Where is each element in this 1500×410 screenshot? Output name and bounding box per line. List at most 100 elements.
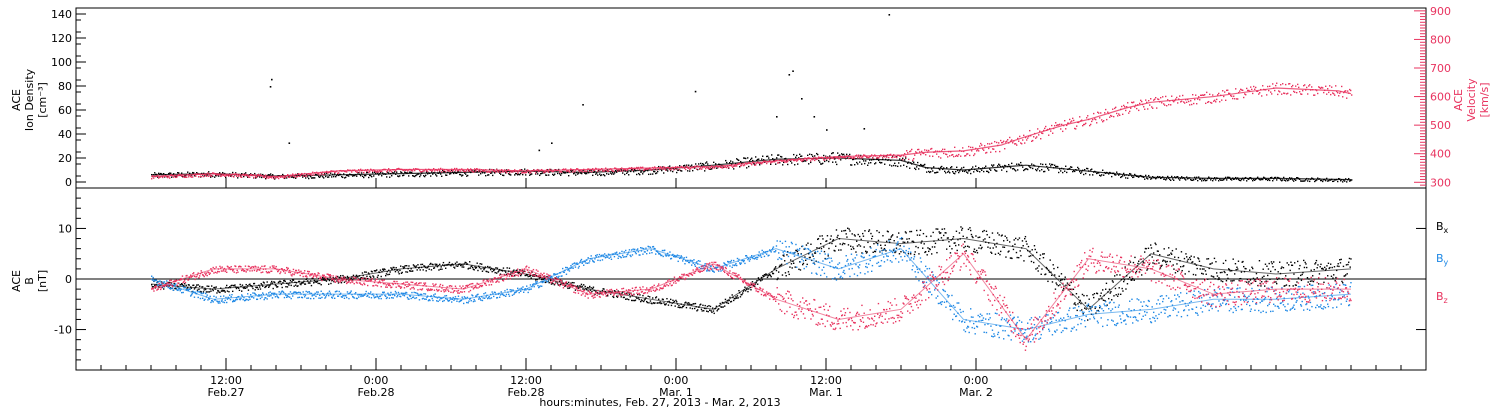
top-series-1-point — [884, 156, 886, 158]
bottom-series-0-point — [442, 264, 444, 266]
top-series-0-point — [1296, 177, 1298, 179]
top-series-0-point — [171, 176, 173, 178]
bottom-series-0-point — [1157, 250, 1159, 252]
top-series-1-point — [768, 161, 770, 163]
bottom-series-0-point — [500, 269, 502, 272]
bottom-series-0-point — [784, 272, 787, 274]
top-series-0-point — [887, 159, 889, 161]
top-series-0-point — [419, 175, 421, 178]
bottom-series-0-point — [1179, 260, 1181, 262]
top-series-0-point — [1189, 177, 1191, 179]
top-series-1-point — [199, 173, 201, 175]
top-series-1-point — [902, 158, 904, 161]
bottom-series-1-point — [296, 292, 298, 294]
bottom-series-0-point — [1298, 268, 1300, 270]
top-series-1-point — [834, 156, 836, 158]
bottom-series-0-point — [1308, 278, 1310, 280]
top-series-0-point — [868, 162, 870, 164]
bottom-series-0-point — [202, 286, 204, 288]
top-series-0-point — [520, 172, 522, 175]
top-series-0-point — [823, 154, 825, 157]
bottom-series-0-point — [651, 302, 653, 305]
bottom-series-1-point — [646, 253, 648, 255]
bottom-series-1-point — [224, 299, 226, 302]
top-series-1-point — [713, 166, 715, 168]
bottom-series-0-point — [748, 288, 750, 290]
bottom-series-1-point — [262, 292, 264, 294]
bottom-series-0-point — [898, 253, 901, 255]
bottom-series-0-point — [1238, 279, 1240, 282]
bottom-series-1-point — [177, 289, 179, 292]
top-series-0-point — [939, 168, 941, 171]
top-series-0-point — [601, 174, 603, 176]
bottom-series-0-point — [1028, 255, 1030, 258]
top-series-0-point — [937, 171, 939, 173]
bottom-series-0-point — [599, 291, 601, 293]
bottom-series-0-point — [1228, 269, 1231, 271]
bottom-series-0-point — [496, 272, 498, 274]
bottom-series-0-point — [1123, 280, 1125, 283]
top-series-0-point — [1279, 177, 1281, 180]
top-series-1-point — [385, 168, 387, 171]
top-series-1-point — [1055, 122, 1057, 124]
top-series-0-point — [863, 160, 865, 162]
bottom-series-1-point — [270, 294, 272, 297]
top-series-1-point — [383, 168, 385, 171]
top-density-spike-point — [582, 104, 584, 106]
bottom-series-0-point — [1135, 272, 1137, 274]
bottom-series-0-point — [785, 275, 787, 277]
bottom-series-0-point — [1278, 277, 1280, 279]
top-series-1-point — [1142, 103, 1144, 106]
bottom-series-0-point — [1005, 256, 1007, 258]
bottom-series-0-point — [1269, 278, 1271, 281]
bottom-series-1-point — [238, 298, 241, 300]
top-series-0-point — [1286, 178, 1288, 180]
top-left-tick-label: 140 — [51, 8, 72, 21]
top-series-0-point — [1154, 176, 1156, 179]
top-series-0-point — [1188, 177, 1190, 179]
top-series-1-point — [645, 168, 647, 170]
top-series-1-point — [287, 173, 289, 176]
bottom-series-0-point — [322, 276, 324, 279]
bottom-series-0-point — [1331, 266, 1333, 269]
bottom-series-0-point — [1111, 299, 1113, 301]
top-series-0-point — [952, 170, 954, 173]
bottom-series-1-point — [458, 301, 460, 303]
bottom-series-0-point — [364, 271, 366, 273]
bottom-series-0-point — [1096, 292, 1099, 295]
bottom-series-0-point — [620, 296, 622, 298]
top-series-1-point — [276, 176, 278, 178]
top-series-0-point — [516, 172, 518, 175]
top-series-1-point — [168, 175, 170, 178]
top-series-0-point — [1250, 176, 1252, 179]
top-series-1-point — [1286, 93, 1288, 95]
top-series-1-point — [1046, 129, 1048, 131]
bottom-series-1-point — [630, 255, 632, 258]
bottom-series-0-point — [880, 244, 882, 246]
bottom-series-0-point — [709, 305, 712, 308]
top-series-0-point — [656, 172, 658, 174]
top-series-1-point — [941, 150, 943, 152]
bottom-series-0-point — [1143, 262, 1145, 264]
bottom-series-1-point — [499, 296, 501, 298]
top-series-0-point — [1273, 178, 1275, 180]
top-series-0-point — [490, 172, 492, 174]
bottom-series-0-point — [663, 302, 665, 304]
bottom-series-0-point — [1064, 276, 1066, 278]
bottom-series-0-point — [1251, 266, 1253, 268]
bottom-series-0-point — [947, 237, 949, 239]
bottom-series-0-point — [188, 284, 190, 286]
top-series-1-point — [331, 170, 333, 172]
bottom-series-1-point — [374, 296, 376, 298]
bottom-series-1-point — [578, 265, 580, 268]
top-series-1-point — [488, 170, 490, 173]
top-series-1-point — [1237, 98, 1239, 100]
bottom-series-0-point — [1057, 285, 1060, 287]
bottom-series-1-point — [557, 276, 559, 279]
top-series-0-point — [1275, 176, 1277, 179]
bottom-series-1-point — [420, 293, 422, 296]
bottom-series-0-point — [443, 265, 445, 267]
top-series-1-point — [340, 169, 342, 172]
top-series-1-point — [993, 148, 995, 150]
bottom-series-1-point — [233, 300, 235, 303]
